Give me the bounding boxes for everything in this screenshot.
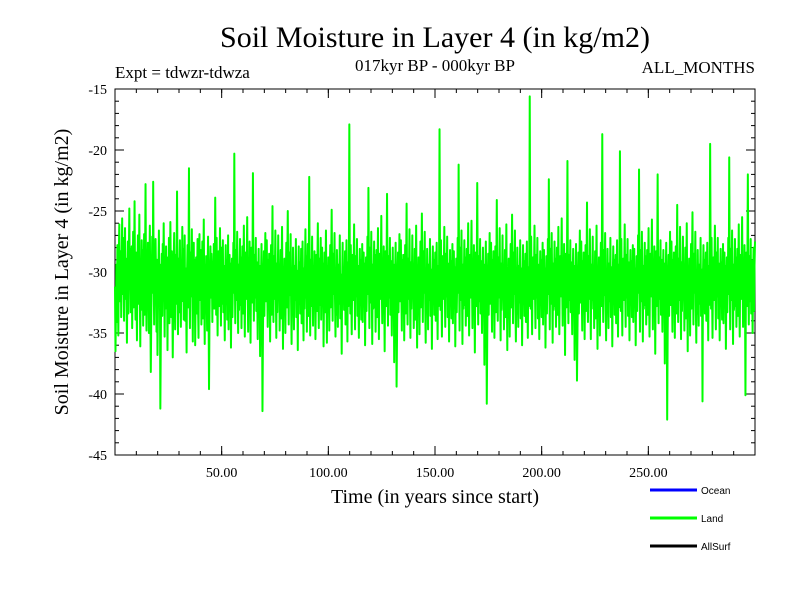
legend: Ocean Land AllSurf [650, 486, 731, 553]
legend-label-land: Land [701, 514, 723, 525]
y-tick-label: -25 [88, 205, 107, 220]
y-tick-labels: -15 -20 -25 -30 -35 -40 -45 [88, 83, 107, 464]
x-tick-label: 150.00 [416, 466, 455, 481]
chart-subtitle-center: 017kyr BP - 000kyr BP [355, 56, 515, 75]
y-tick-label: -30 [88, 266, 107, 281]
chart-title: Soil Moisture in Layer 4 (in kg/m2) [220, 21, 650, 54]
chart-subtitle-left: Expt = tdwzr-tdwza [115, 63, 250, 82]
x-tick-label: 50.00 [206, 466, 238, 481]
y-tick-label: -35 [88, 327, 107, 342]
x-tick-label: 200.00 [522, 466, 561, 481]
legend-label-ocean: Ocean [701, 486, 730, 497]
y-tick-label: -40 [88, 388, 107, 403]
x-tick-labels: 50.00 100.00 150.00 200.00 250.00 [206, 466, 668, 481]
chart-subtitle-right: ALL_MONTHS [642, 58, 755, 77]
y-axis-label: Soil Moisture in Layer 4 (in kg/m2) [51, 129, 73, 416]
series-lines [114, 95, 756, 421]
plot-area [114, 88, 756, 456]
y-tick-label: -20 [88, 144, 107, 159]
y-tick-label: -15 [88, 83, 107, 98]
x-tick-label: 250.00 [629, 466, 668, 481]
y-tick-label: -45 [88, 449, 107, 464]
series-line-land [114, 95, 756, 421]
x-tick-label: 100.00 [309, 466, 348, 481]
legend-label-allsurf: AllSurf [701, 542, 731, 553]
x-axis-label: Time (in years since start) [331, 486, 539, 508]
major-ticks [115, 88, 755, 456]
